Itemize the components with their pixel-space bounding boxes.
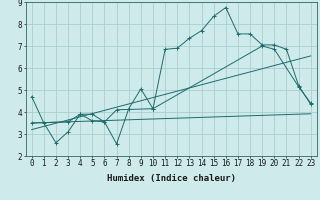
X-axis label: Humidex (Indice chaleur): Humidex (Indice chaleur) xyxy=(107,174,236,183)
